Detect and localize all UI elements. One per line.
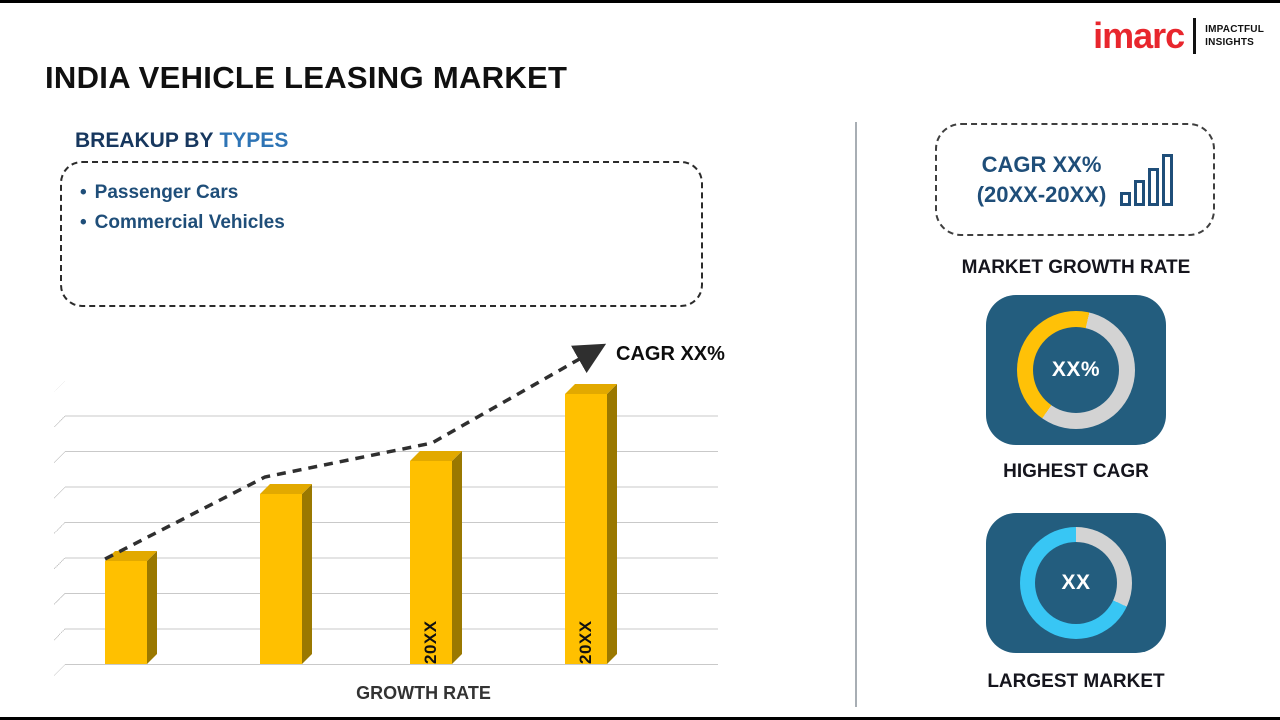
- logo-tagline-top: IMPACTFUL: [1205, 24, 1264, 35]
- bar-icon-col: [1162, 153, 1174, 206]
- bar-front-face: 20XX: [565, 394, 607, 664]
- cagr-line1: CAGR XX%: [981, 151, 1102, 177]
- bar-label: 20XX: [421, 620, 440, 664]
- market-growth-rate-box: CAGR XX% (20XX-20XX): [935, 123, 1215, 236]
- bar-side-face: [452, 451, 462, 664]
- chart-bars: 20XX 20XX: [65, 381, 718, 665]
- vertical-divider: [855, 122, 857, 707]
- type-item-label: Commercial Vehicles: [94, 212, 285, 233]
- logo-divider: [1193, 18, 1197, 54]
- highest-cagr-value: XX%: [1033, 327, 1119, 413]
- cagr-text: CAGR XX% (20XX-20XX): [977, 150, 1107, 209]
- breakup-heading: BREAKUP BY TYPES: [75, 129, 288, 153]
- types-box: • Passenger Cars • Commercial Vehicles: [60, 161, 703, 307]
- breakup-heading-prefix: BREAKUP BY: [75, 129, 214, 152]
- chart-bar: 20XX: [410, 451, 485, 664]
- highest-cagr-tile: XX%: [986, 295, 1166, 445]
- logo-tagline-bottom: INSIGHTS: [1205, 37, 1254, 48]
- chart-bar: [260, 484, 335, 664]
- right-panel: CAGR XX% (20XX-20XX) MARKET GROWTH RATE …: [935, 123, 1217, 708]
- bar-front-face: [260, 494, 302, 664]
- trend-annotation: CAGR XX%: [616, 343, 725, 365]
- type-item-label: Passenger Cars: [94, 182, 239, 203]
- breakup-heading-highlight: TYPES: [219, 129, 289, 152]
- market-growth-rate-label: MARKET GROWTH RATE: [961, 257, 1191, 278]
- chart-bar: [105, 551, 180, 664]
- page-title: INDIA VEHICLE LEASING MARKET: [45, 60, 568, 95]
- largest-market-donut: XX: [1020, 527, 1132, 639]
- bar-side-face: [607, 384, 617, 664]
- type-item: • Commercial Vehicles: [80, 208, 701, 238]
- chart-bar: 20XX: [565, 384, 640, 664]
- largest-market-value: XX: [1035, 542, 1117, 624]
- bar-icon-col: [1134, 179, 1146, 206]
- bar-front-face: [105, 561, 147, 664]
- bar-label: 20XX: [576, 620, 595, 664]
- largest-market-label: LARGEST MARKET: [987, 671, 1165, 692]
- types-list: • Passenger Cars • Commercial Vehicles: [62, 178, 701, 238]
- cagr-line2: (20XX-20XX): [976, 181, 1107, 207]
- bar-icon-col: [1120, 191, 1132, 206]
- highest-cagr-label: HIGHEST CAGR: [1003, 461, 1149, 482]
- type-item: • Passenger Cars: [80, 178, 701, 208]
- growth-bar-chart: 20XX 20XX: [54, 381, 718, 676]
- bullet-icon: •: [80, 212, 87, 233]
- bar-chart-icon: [1120, 153, 1174, 206]
- bar-icon-col: [1148, 167, 1160, 206]
- imarc-logo: imarc IMPACTFUL INSIGHTS: [1093, 18, 1264, 54]
- imarc-logo-text: imarc: [1093, 15, 1185, 56]
- logo-tagline: IMPACTFUL INSIGHTS: [1205, 23, 1264, 49]
- bar-front-face: 20XX: [410, 461, 452, 664]
- bar-side-face: [302, 484, 312, 664]
- largest-market-tile: XX: [986, 513, 1166, 653]
- x-axis-label: GROWTH RATE: [356, 683, 491, 703]
- highest-cagr-donut: XX%: [1017, 311, 1135, 429]
- bullet-icon: •: [80, 182, 87, 203]
- bar-side-face: [147, 551, 157, 664]
- chart-3d-wall: [54, 381, 65, 676]
